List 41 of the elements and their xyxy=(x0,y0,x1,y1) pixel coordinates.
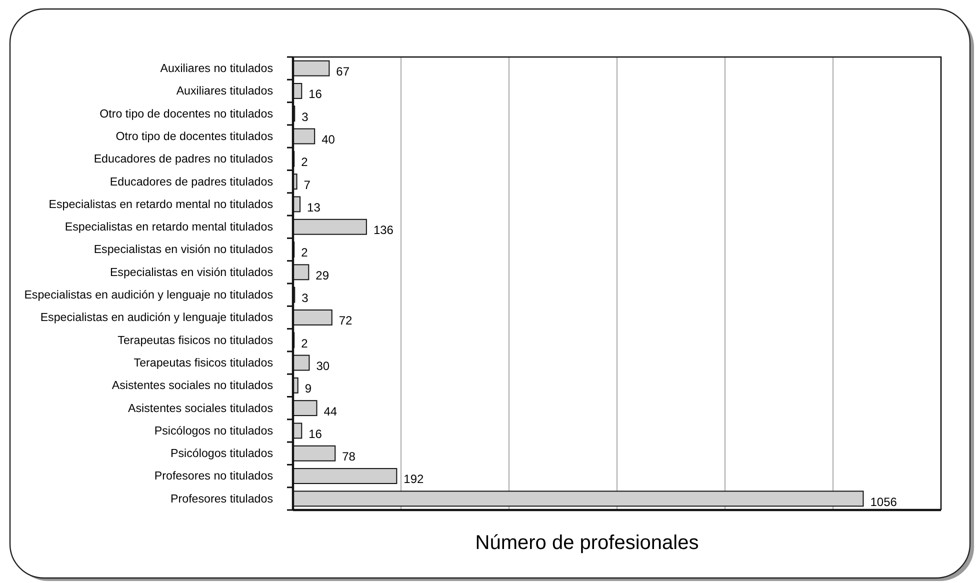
data-label: 1056 xyxy=(870,494,898,509)
y-tick-label: Educadores de padres titulados xyxy=(110,175,274,188)
data-label: 2 xyxy=(301,336,308,350)
data-label: 192 xyxy=(404,472,424,486)
y-tick-label: Especialistas en visión no titulados xyxy=(94,243,274,256)
data-label: 3 xyxy=(302,291,309,306)
data-label: 2 xyxy=(301,155,308,170)
data-label: 29 xyxy=(316,268,330,282)
data-label: 2 xyxy=(301,246,308,260)
y-tick-label: Especialistas en retardo mental no titulados xyxy=(48,198,274,211)
y-tick-label: Especialistas en audición y lenguaje no titulados xyxy=(24,288,274,302)
data-label: 44 xyxy=(324,404,338,418)
data-label: 16 xyxy=(308,426,322,441)
data-label: 136 xyxy=(373,223,394,238)
data-label: 78 xyxy=(342,450,356,464)
y-tick-label: Psicólogos titulados xyxy=(170,447,274,460)
data-label: 3 xyxy=(302,110,309,124)
y-tick-label: Asistentes sociales titulados xyxy=(128,402,274,415)
data-label: 30 xyxy=(316,358,330,373)
data-label: 40 xyxy=(322,132,336,146)
y-tick-label: Otro tipo de docentes no titulados xyxy=(100,107,274,120)
data-label: 9 xyxy=(304,382,312,396)
y-tick-label: Profesores no titulados xyxy=(154,470,274,483)
y-tick-label: Auxiliares no titulados xyxy=(160,62,274,76)
data-label: 7 xyxy=(304,178,311,192)
y-tick-label: Educadores de padres no titulados xyxy=(94,152,274,166)
y-tick-label: Psicólogos no titulados xyxy=(154,424,274,438)
y-tick-label: Auxiliares titulados xyxy=(176,84,274,98)
y-tick-label: Otro tipo de docentes titulados xyxy=(116,130,274,143)
y-tick-label: Terapeutas fisicos no titulados xyxy=(118,334,274,347)
x-axis-title: Número de profesionales xyxy=(475,532,699,554)
y-tick-label: Especialistas en audición y lenguaje titulados xyxy=(40,311,274,324)
y-tick-label: Asistentes sociales no titulados xyxy=(112,379,274,392)
y-tick-label: Profesores titulados xyxy=(170,492,274,506)
data-label: 16 xyxy=(308,87,322,102)
y-tick-label: Especialistas en retardo mental titulados xyxy=(64,220,274,234)
y-tick-label: Terapeutas fisicos titulados xyxy=(134,356,274,370)
data-label: 72 xyxy=(338,314,353,328)
data-label: 13 xyxy=(307,200,321,214)
y-tick-label: Especialistas en visión titulados xyxy=(110,266,274,279)
data-label: 67 xyxy=(336,64,350,79)
